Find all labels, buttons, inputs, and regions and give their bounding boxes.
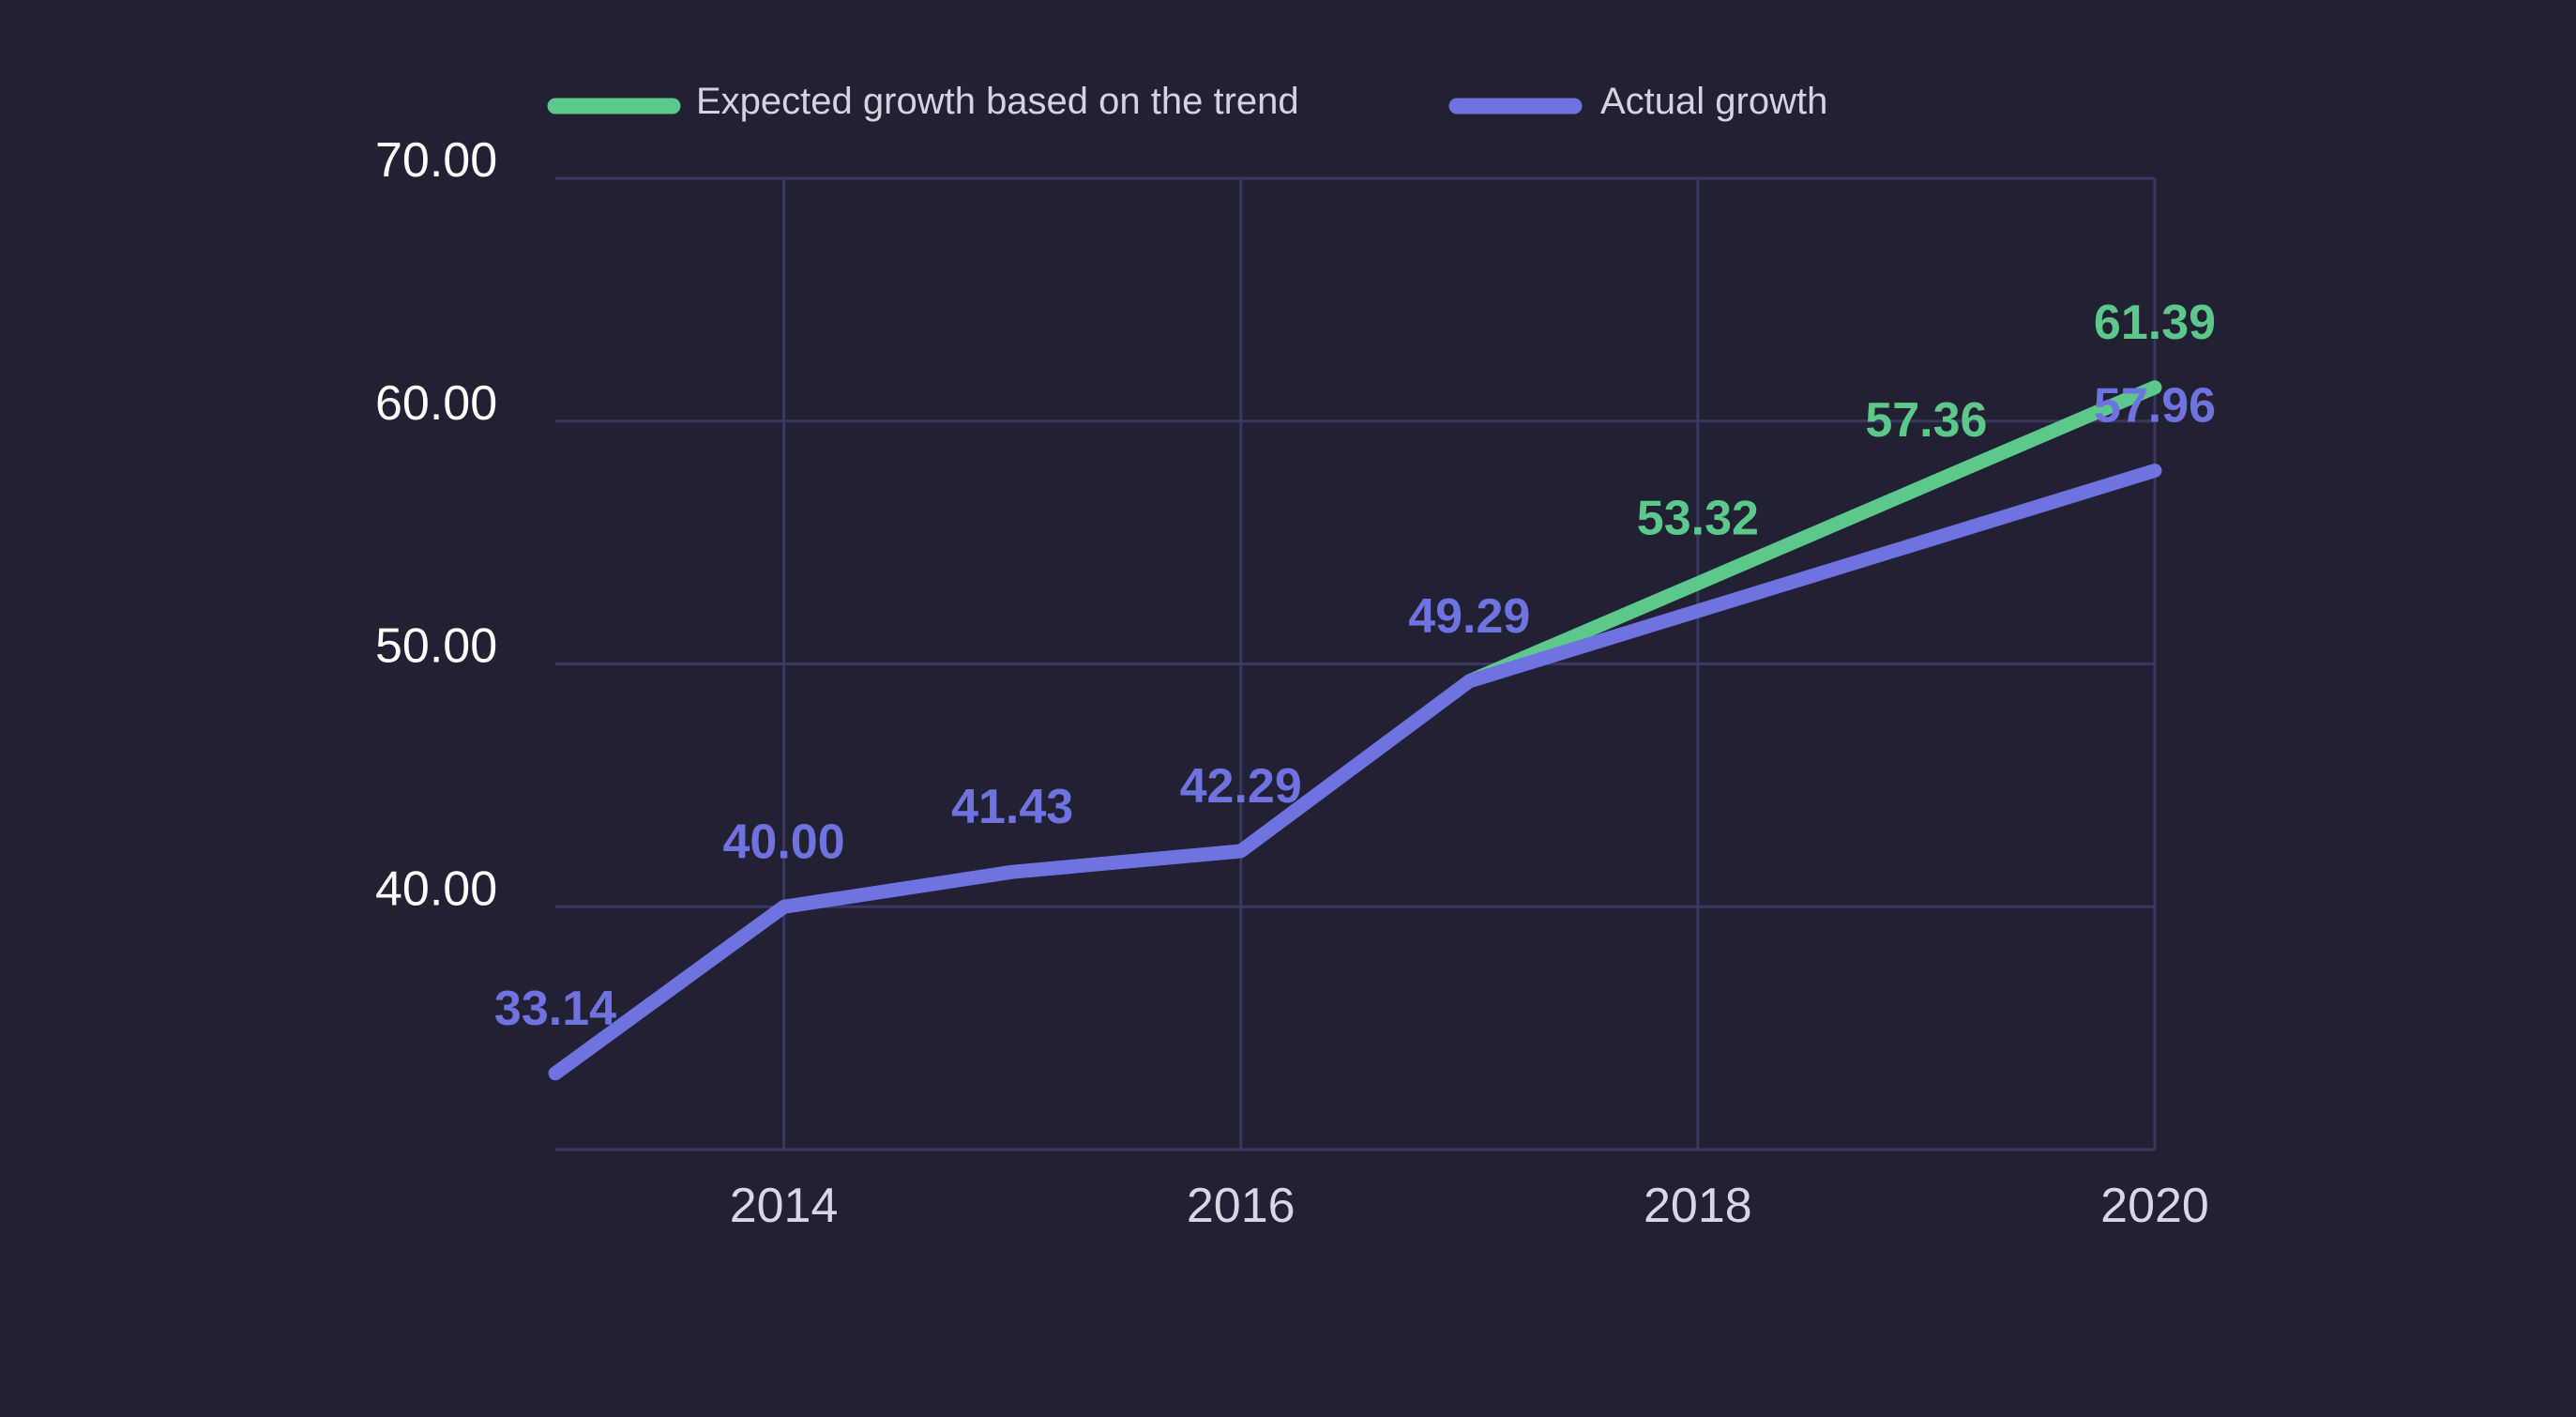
y-axis-ticks: 40.00 50.00 60.00 70.00 bbox=[375, 133, 497, 916]
data-label: 40.00 bbox=[723, 815, 845, 869]
y-tick-label: 40.00 bbox=[375, 861, 497, 916]
y-tick-label: 70.00 bbox=[375, 133, 497, 188]
series-lines bbox=[548, 380, 2162, 1081]
data-label: 33.14 bbox=[494, 982, 616, 1036]
data-label: 49.29 bbox=[1408, 589, 1530, 644]
grid bbox=[555, 176, 2157, 1151]
legend-label: Actual growth bbox=[1600, 81, 1827, 122]
y-tick-label: 50.00 bbox=[375, 619, 497, 674]
data-label: 57.96 bbox=[2094, 379, 2216, 434]
data-label: 61.39 bbox=[2094, 296, 2216, 350]
data-label: 53.32 bbox=[1637, 492, 1759, 546]
y-tick-label: 60.00 bbox=[375, 376, 497, 431]
data-label: 42.29 bbox=[1180, 759, 1302, 814]
x-axis-ticks: 2014 2016 2018 2020 bbox=[730, 1179, 2209, 1233]
data-labels: 53.32 57.36 61.39 33.14 40.00 41.43 42.29 49.29… bbox=[494, 296, 2216, 1036]
legend: Expected growth based on the trend Actual… bbox=[547, 81, 1827, 122]
x-tick-label: 2018 bbox=[1644, 1179, 1752, 1233]
x-tick-label: 2014 bbox=[730, 1179, 839, 1233]
x-tick-label: 2016 bbox=[1187, 1179, 1296, 1233]
data-label: 57.36 bbox=[1865, 393, 1987, 448]
data-label: 41.43 bbox=[951, 780, 1073, 834]
series-line-expected bbox=[1462, 380, 2162, 689]
series-line-actual bbox=[548, 464, 2162, 1081]
legend-label: Expected growth based on the trend bbox=[696, 81, 1299, 122]
x-tick-label: 2020 bbox=[2100, 1179, 2209, 1233]
